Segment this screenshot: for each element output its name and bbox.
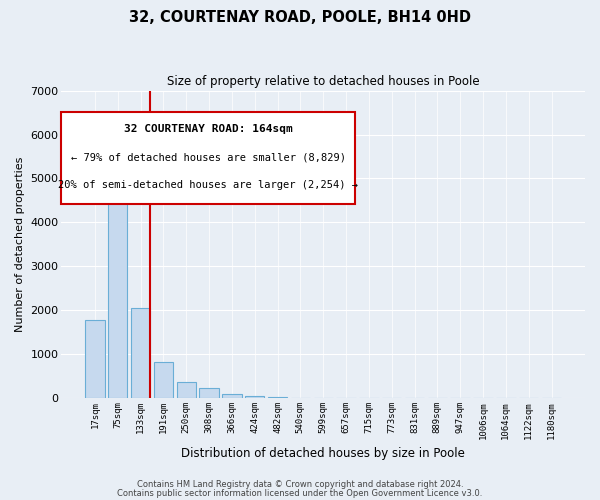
Bar <box>131 308 151 398</box>
Bar <box>222 394 242 398</box>
Bar <box>154 362 173 399</box>
Bar <box>176 382 196 398</box>
Bar <box>85 320 104 398</box>
Text: Contains HM Land Registry data © Crown copyright and database right 2024.: Contains HM Land Registry data © Crown c… <box>137 480 463 489</box>
FancyBboxPatch shape <box>61 112 355 204</box>
Text: 32, COURTENAY ROAD, POOLE, BH14 0HD: 32, COURTENAY ROAD, POOLE, BH14 0HD <box>129 10 471 25</box>
Bar <box>268 397 287 398</box>
Title: Size of property relative to detached houses in Poole: Size of property relative to detached ho… <box>167 75 479 88</box>
Bar <box>108 146 127 399</box>
Text: 32 COURTENAY ROAD: 164sqm: 32 COURTENAY ROAD: 164sqm <box>124 124 292 134</box>
Bar <box>245 396 265 398</box>
Text: 20% of semi-detached houses are larger (2,254) →: 20% of semi-detached houses are larger (… <box>58 180 358 190</box>
Text: Contains public sector information licensed under the Open Government Licence v3: Contains public sector information licen… <box>118 490 482 498</box>
Y-axis label: Number of detached properties: Number of detached properties <box>15 156 25 332</box>
X-axis label: Distribution of detached houses by size in Poole: Distribution of detached houses by size … <box>181 447 465 460</box>
Text: ← 79% of detached houses are smaller (8,829): ← 79% of detached houses are smaller (8,… <box>71 152 346 162</box>
Bar <box>199 388 219 398</box>
